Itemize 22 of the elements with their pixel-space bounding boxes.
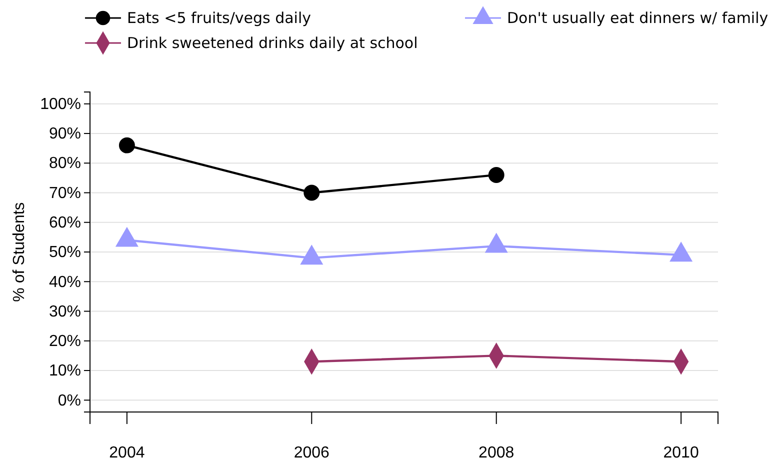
y-tick-label: 20% <box>48 333 81 350</box>
y-tick-label: 90% <box>48 126 81 143</box>
legend-label: Eats <5 fruits/vegs daily <box>127 9 312 27</box>
y-tick-label: 100% <box>40 96 81 113</box>
y-tick-label: 30% <box>48 303 81 320</box>
y-tick-label: 60% <box>48 214 81 232</box>
y-tick-label: 80% <box>48 155 81 172</box>
x-tick-label: 2004 <box>109 444 145 462</box>
x-tick-label: 2008 <box>478 444 514 462</box>
y-axis-title: % of Students <box>11 202 28 302</box>
legend-label: Don't usually eat dinners w/ family <box>507 9 768 27</box>
point <box>488 167 504 183</box>
x-tick-label: 2006 <box>294 444 330 462</box>
y-tick-label: 50% <box>48 244 81 262</box>
point <box>304 184 320 201</box>
y-tick-label: 70% <box>48 184 81 202</box>
y-tick-label: 10% <box>48 362 81 380</box>
point <box>118 137 135 154</box>
x-tick-label: 2010 <box>663 444 699 462</box>
y-tick-label: 40% <box>48 274 81 291</box>
y-tick-label: 0% <box>58 392 81 410</box>
legend-label: Drink sweetened drinks daily at school <box>127 34 418 52</box>
